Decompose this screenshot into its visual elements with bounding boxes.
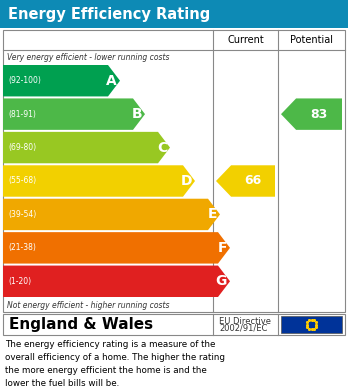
Polygon shape xyxy=(3,265,230,297)
Text: (69-80): (69-80) xyxy=(8,143,36,152)
Text: The energy efficiency rating is a measure of the
overall efficiency of a home. T: The energy efficiency rating is a measur… xyxy=(5,340,225,387)
Text: Very energy efficient - lower running costs: Very energy efficient - lower running co… xyxy=(7,52,169,61)
Text: 2002/91/EC: 2002/91/EC xyxy=(219,323,267,332)
Text: (81-91): (81-91) xyxy=(8,109,36,118)
Text: G: G xyxy=(216,274,227,288)
Polygon shape xyxy=(3,99,145,130)
Text: (39-54): (39-54) xyxy=(8,210,36,219)
Text: (21-38): (21-38) xyxy=(8,243,36,252)
Text: (1-20): (1-20) xyxy=(8,277,31,286)
Text: Current: Current xyxy=(227,35,264,45)
Text: F: F xyxy=(218,241,227,255)
Text: B: B xyxy=(132,107,142,121)
Text: C: C xyxy=(157,141,167,154)
Text: Not energy efficient - higher running costs: Not energy efficient - higher running co… xyxy=(7,301,169,310)
Text: 83: 83 xyxy=(310,108,328,121)
Text: EU Directive: EU Directive xyxy=(219,317,271,326)
Text: E: E xyxy=(207,208,217,221)
Bar xyxy=(0,0,348,28)
Polygon shape xyxy=(3,65,120,97)
Text: (92-100): (92-100) xyxy=(8,76,41,85)
Text: England & Wales: England & Wales xyxy=(9,317,153,332)
Text: A: A xyxy=(106,74,117,88)
Text: D: D xyxy=(181,174,192,188)
Bar xyxy=(3,314,345,335)
Text: Energy Efficiency Rating: Energy Efficiency Rating xyxy=(8,7,210,22)
Bar xyxy=(281,316,342,333)
Polygon shape xyxy=(281,99,342,130)
Polygon shape xyxy=(3,199,220,230)
Polygon shape xyxy=(3,132,170,163)
Text: 66: 66 xyxy=(244,174,262,188)
Polygon shape xyxy=(3,232,230,264)
Polygon shape xyxy=(3,165,195,197)
Polygon shape xyxy=(216,165,275,197)
Bar xyxy=(3,30,345,312)
Text: Potential: Potential xyxy=(290,35,333,45)
Text: (55-68): (55-68) xyxy=(8,176,36,185)
